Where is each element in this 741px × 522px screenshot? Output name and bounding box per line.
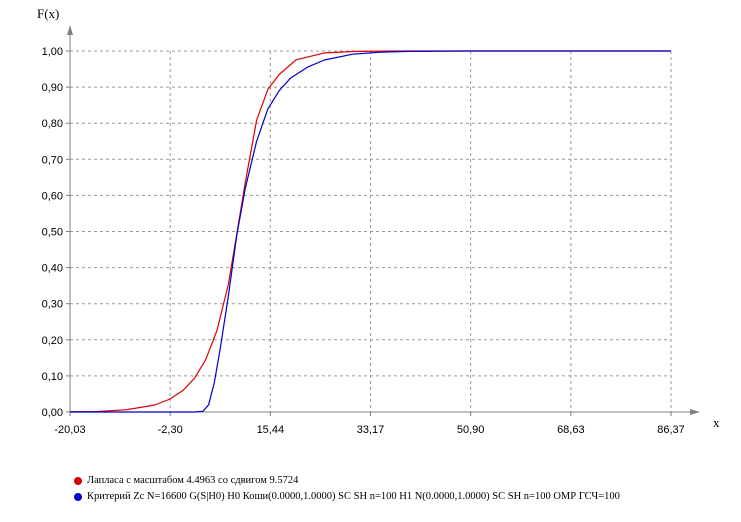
y-tick-label: 0,20 [42, 335, 63, 347]
y-tick-label: 0,90 [42, 82, 63, 94]
x-tick-label: 68,63 [557, 424, 585, 436]
legend-label-criterion: Критерий Zc N=16600 G(S|H0) H0 Коши(0.00… [87, 491, 620, 502]
y-tick-label: 0,30 [42, 299, 63, 311]
y-tick-label: 1,00 [42, 46, 63, 58]
y-tick-label: 0,60 [42, 190, 63, 202]
legend-item-laplace: Лапласа с масштабом 4.4963 со сдвигом 9.… [74, 473, 620, 489]
y-tick-label: 0,50 [42, 227, 63, 239]
x-tick-label: 50,90 [457, 424, 485, 436]
y-tick-label: 0,10 [42, 371, 63, 383]
x-tick-label: 33,17 [357, 424, 385, 436]
grid [70, 50, 672, 412]
series-lines [69, 50, 671, 413]
y-tick-label: 0,80 [42, 118, 63, 130]
axes [67, 25, 700, 415]
legend: Лапласа с масштабом 4.4963 со сдвигом 9.… [74, 473, 620, 505]
y-tick-label: 0,70 [42, 154, 63, 166]
legend-item-criterion: Критерий Zc N=16600 G(S|H0) H0 Коши(0.00… [74, 489, 620, 505]
x-tick-label: -20,03 [54, 424, 85, 436]
x-tick-label: -2,30 [158, 424, 183, 436]
x-tick-label: 15,44 [257, 424, 285, 436]
legend-dot-blue [74, 493, 82, 501]
y-tick-label: 0,40 [42, 263, 63, 275]
legend-label-laplace: Лапласа с масштабом 4.4963 со сдвигом 9.… [87, 475, 299, 486]
y-axis-label: F(x) [37, 6, 59, 21]
x-tick-label: 86,37 [657, 424, 685, 436]
y-axis-arrow [67, 25, 73, 35]
series-line-criterion [70, 50, 671, 413]
x-axis-arrow [690, 409, 700, 415]
y-tick-label: 0,00 [42, 407, 63, 419]
x-tick-labels: -20,03 -2,30 15,44 33,17 50,90 68,63 86,37 [54, 412, 685, 436]
legend-dot-red [74, 477, 82, 485]
y-tick-labels: 0,00 0,10 0,20 0,30 0,40 0,50 0,60 0,70 0,80 0,90… [42, 46, 70, 419]
x-axis-label: x [713, 415, 720, 430]
